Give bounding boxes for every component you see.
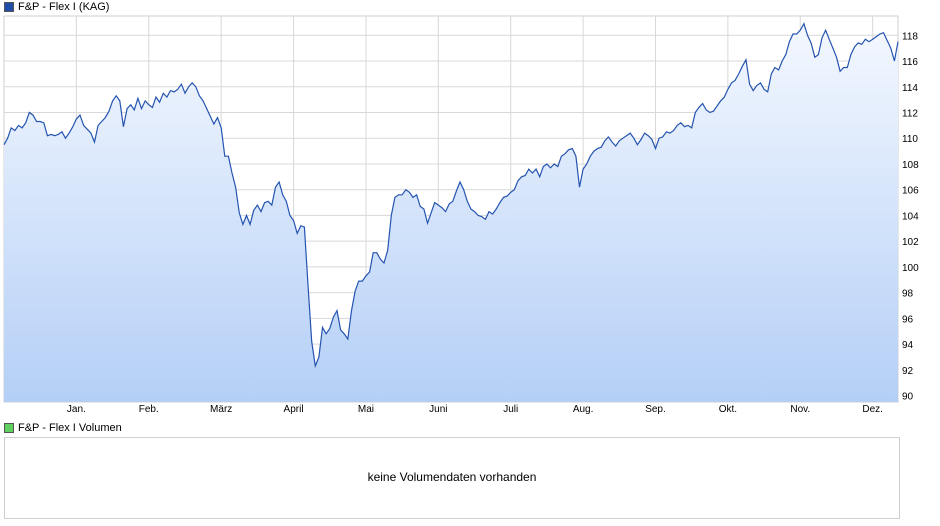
x-tick-label: Dez. xyxy=(862,404,883,415)
x-tick-label: Juli xyxy=(503,404,518,415)
price-legend: F&P - Flex I (KAG) xyxy=(4,0,109,14)
x-tick-label: Nov. xyxy=(790,404,810,415)
y-tick-label: 106 xyxy=(902,186,919,197)
x-axis-labels: Jan. Feb. März April Mai Juni Juli Aug. Sep. Okt.… xyxy=(67,404,883,415)
x-tick-label: April xyxy=(284,404,304,415)
x-tick-label: Feb. xyxy=(139,404,159,415)
y-tick-label: 110 xyxy=(902,134,918,145)
y-tick-label: 116 xyxy=(902,57,918,68)
price-area-fill xyxy=(4,23,898,402)
price-chart: 90 92 94 96 98 100 102 104 106 108 110 112 114 116 118… xyxy=(3,15,919,415)
y-tick-label: 118 xyxy=(902,31,918,42)
x-tick-label: Sep. xyxy=(645,404,666,415)
x-tick-label: Mai xyxy=(358,404,374,415)
x-tick-label: Juni xyxy=(429,404,447,415)
x-tick-label: Jan. xyxy=(67,404,86,415)
volume-panel: keine Volumendaten vorhanden xyxy=(4,437,900,519)
y-tick-label: 114 xyxy=(902,83,918,94)
y-tick-label: 98 xyxy=(902,289,914,300)
price-legend-label: F&P - Flex I (KAG) xyxy=(18,1,110,13)
y-tick-label: 100 xyxy=(902,263,919,274)
y-tick-label: 94 xyxy=(902,340,914,351)
y-tick-label: 112 xyxy=(902,109,918,120)
price-legend-swatch xyxy=(4,2,14,12)
y-tick-label: 90 xyxy=(902,392,914,403)
y-tick-label: 104 xyxy=(902,211,919,222)
x-tick-label: Aug. xyxy=(573,404,594,415)
volume-empty-message: keine Volumendaten vorhanden xyxy=(367,470,537,484)
x-tick-label: Okt. xyxy=(719,404,737,415)
x-tick-label: März xyxy=(210,404,232,415)
y-tick-label: 96 xyxy=(902,314,914,325)
y-tick-label: 108 xyxy=(902,160,919,171)
volume-legend-swatch xyxy=(4,423,14,433)
volume-legend-label: F&P - Flex I Volumen xyxy=(18,422,122,434)
y-axis-labels: 90 92 94 96 98 100 102 104 106 108 110 112 114 116 118 xyxy=(902,31,919,402)
y-tick-label: 102 xyxy=(902,237,919,248)
price-line xyxy=(3,22,899,369)
y-tick-label: 92 xyxy=(902,366,914,377)
volume-legend: F&P - Flex I Volumen xyxy=(4,421,122,435)
